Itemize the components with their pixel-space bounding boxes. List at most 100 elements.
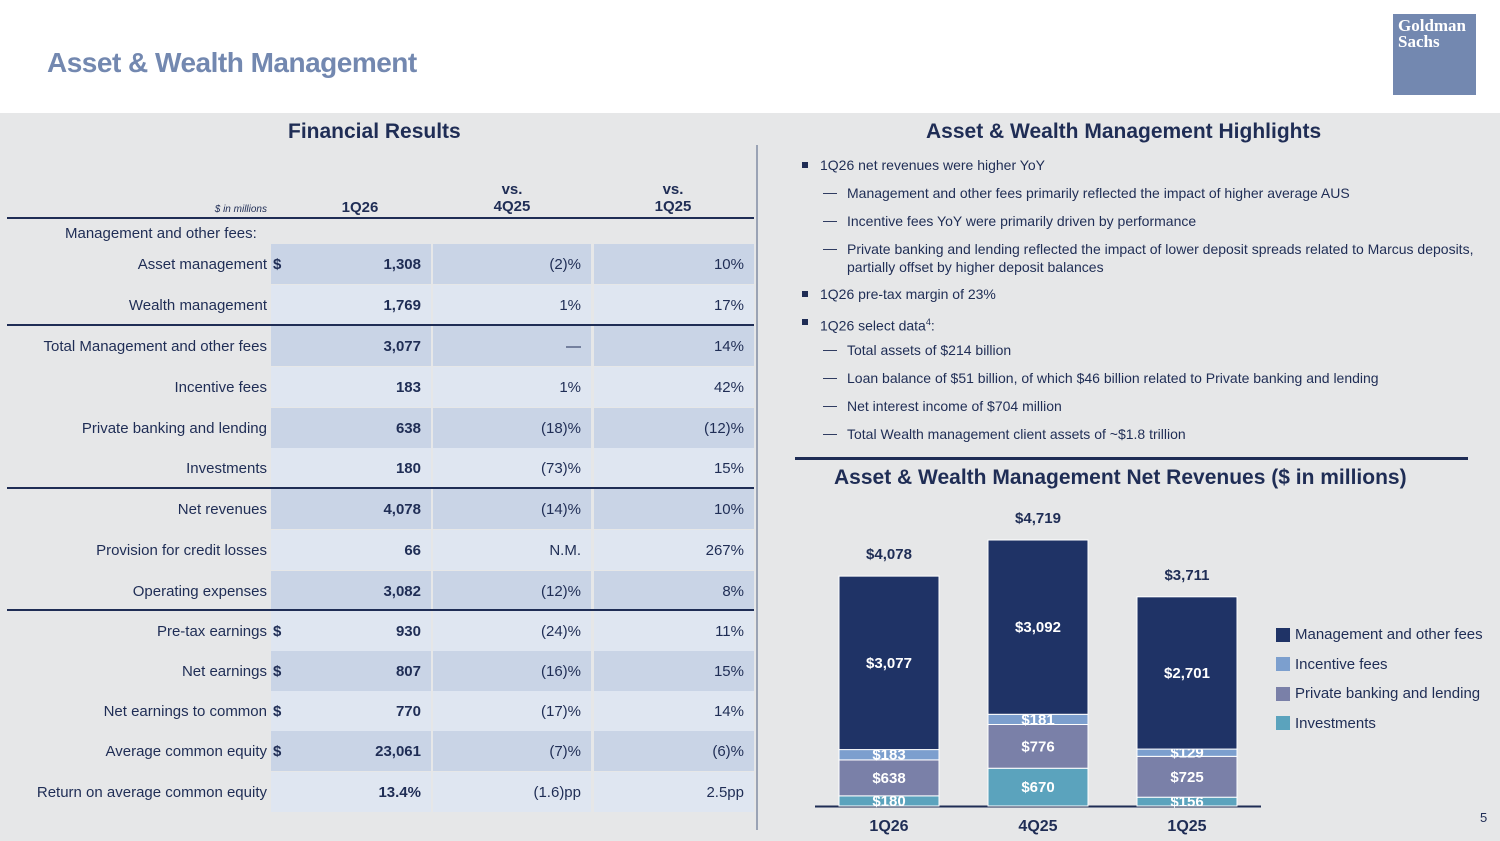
table-cell-bg: [433, 530, 591, 570]
dollar-sign: $: [273, 742, 282, 760]
value-1q26: 807: [395, 662, 421, 680]
value-vs-1q25: 10%: [713, 500, 744, 518]
table-cell-bg: [433, 408, 591, 448]
value-vs-4q25: —: [566, 337, 581, 355]
row-label: Pre-tax earnings: [156, 622, 267, 640]
goldman-sachs-logo: Goldman Sachs: [1393, 14, 1476, 95]
value-vs-4q25: (2)%: [549, 255, 581, 273]
table-title: Financial Results: [288, 120, 461, 143]
value-vs-4q25: (7)%: [549, 742, 581, 760]
value-vs-1q25: 2.5pp: [706, 783, 744, 801]
dollar-sign: $: [273, 702, 282, 720]
highlights-title: Asset & Wealth Management Highlights: [926, 120, 1322, 143]
group-label: Management and other fees:: [65, 224, 257, 242]
value-1q26: 3,082: [383, 582, 421, 600]
row-label: Operating expenses: [132, 582, 267, 600]
dash: —: [823, 341, 837, 357]
highlight-loan-balance: Loan balance of $51 billion, of which $4…: [847, 370, 1379, 386]
value-vs-1q25: 15%: [713, 662, 744, 680]
table-cell-bg: [433, 611, 591, 651]
value-vs-1q25: 267%: [705, 541, 744, 559]
table-rule-2: [7, 487, 754, 489]
legend-label: Investments: [1295, 714, 1376, 732]
bullet-square: [802, 162, 808, 168]
table-cell-bg: [271, 691, 431, 731]
value-vs-4q25: N.M.: [549, 541, 581, 559]
row-label: Return on average common equity: [36, 783, 267, 801]
table-cell-bg: [594, 489, 754, 529]
col-header-vs-1q25: vs. 1Q25: [654, 181, 692, 215]
page-number: 5: [1480, 810, 1488, 825]
chart-title: Asset & Wealth Management Net Revenues (…: [834, 466, 1407, 489]
table-cell-bg: [271, 448, 431, 488]
table-cell-bg: [594, 611, 754, 651]
legend-item: Management and other fees: [1276, 626, 1483, 643]
value-vs-4q25: (73)%: [540, 459, 581, 477]
value-vs-4q25: (1.6)pp: [533, 783, 581, 801]
row-label: Private banking and lending: [81, 419, 267, 437]
units-note: $ in millions: [214, 204, 267, 215]
legend-label: Private banking and lending: [1295, 685, 1481, 702]
highlight-total-assets: Total assets of $214 billion: [847, 342, 1012, 358]
value-1q26: 23,061: [375, 742, 421, 760]
legend-swatch: [1276, 657, 1290, 671]
dollar-sign: $: [273, 662, 282, 680]
table-cell-bg: [433, 448, 591, 488]
row-label: Average common equity: [105, 742, 267, 760]
highlight-revenues: 1Q26 net revenues were higher YoY: [820, 157, 1045, 173]
value-1q26: 66: [404, 541, 421, 559]
legend-swatch: [1276, 686, 1290, 701]
table-cell-bg: [433, 367, 591, 407]
value-1q26: 1,308: [383, 255, 421, 273]
highlight-mgmt-fees: Management and other fees primarily refl…: [847, 185, 1350, 201]
row-label: Net earnings to common: [103, 702, 267, 720]
value-vs-4q25: (18)%: [540, 419, 581, 437]
row-label: Investments: [186, 459, 267, 477]
highlight-private-banking: Private banking and lending reflected th…: [847, 241, 1474, 275]
table-cell-bg: [271, 611, 431, 651]
table-cell-bg: [433, 691, 591, 731]
table-cell-bg: [271, 571, 431, 611]
value-vs-4q25: (14)%: [540, 500, 581, 518]
bullet-square: [802, 319, 808, 325]
table-cell-bg: [594, 448, 754, 488]
value-1q26: 183: [395, 378, 421, 396]
table-cell-bg: [271, 408, 431, 448]
value-vs-1q25: (6)%: [712, 742, 744, 760]
table-cell-bg: [594, 571, 754, 611]
dash: —: [823, 212, 837, 228]
table-cell-bg: [271, 326, 431, 366]
row-label: Total Management and other fees: [43, 337, 267, 355]
table-cell-bg: [594, 530, 754, 570]
value-vs-1q25: 11%: [715, 622, 744, 640]
legend-label: Incentive fees: [1295, 655, 1388, 673]
row-label: Provision for credit losses: [96, 541, 267, 559]
highlight-pretax-margin: 1Q26 pre-tax margin of 23%: [820, 286, 996, 302]
table-cell-bg: [433, 285, 591, 325]
value-1q26: 930: [395, 622, 421, 640]
table-cell-bg: [271, 731, 431, 771]
table-cell-bg: [271, 489, 431, 529]
table-cell-bg: [433, 651, 591, 691]
value-vs-1q25: 15%: [713, 459, 744, 477]
dash: —: [823, 240, 837, 256]
table-cell-bg: [433, 571, 591, 611]
value-1q26: 180: [395, 459, 421, 477]
table-cell-bg: [433, 489, 591, 529]
table-cell-bg: [271, 651, 431, 691]
value-vs-1q25: 14%: [713, 337, 744, 355]
value-vs-4q25: 1%: [559, 296, 581, 314]
row-label: Asset management: [137, 255, 267, 273]
table-cell-bg: [433, 326, 591, 366]
value-vs-4q25: (12)%: [540, 582, 581, 600]
value-1q26: 4,078: [383, 500, 421, 518]
table-rule-1: [7, 324, 754, 326]
table-cell-bg: [594, 285, 754, 325]
value-vs-4q25: (16)%: [540, 662, 581, 680]
table-cell-bg: [594, 772, 754, 812]
table-cell-bg: [271, 244, 431, 284]
highlight-select-data: 1Q26 select data4:: [820, 317, 935, 334]
value-1q26: 1,769: [383, 296, 421, 314]
table-cell-bg: [594, 244, 754, 284]
dash: —: [823, 425, 837, 441]
